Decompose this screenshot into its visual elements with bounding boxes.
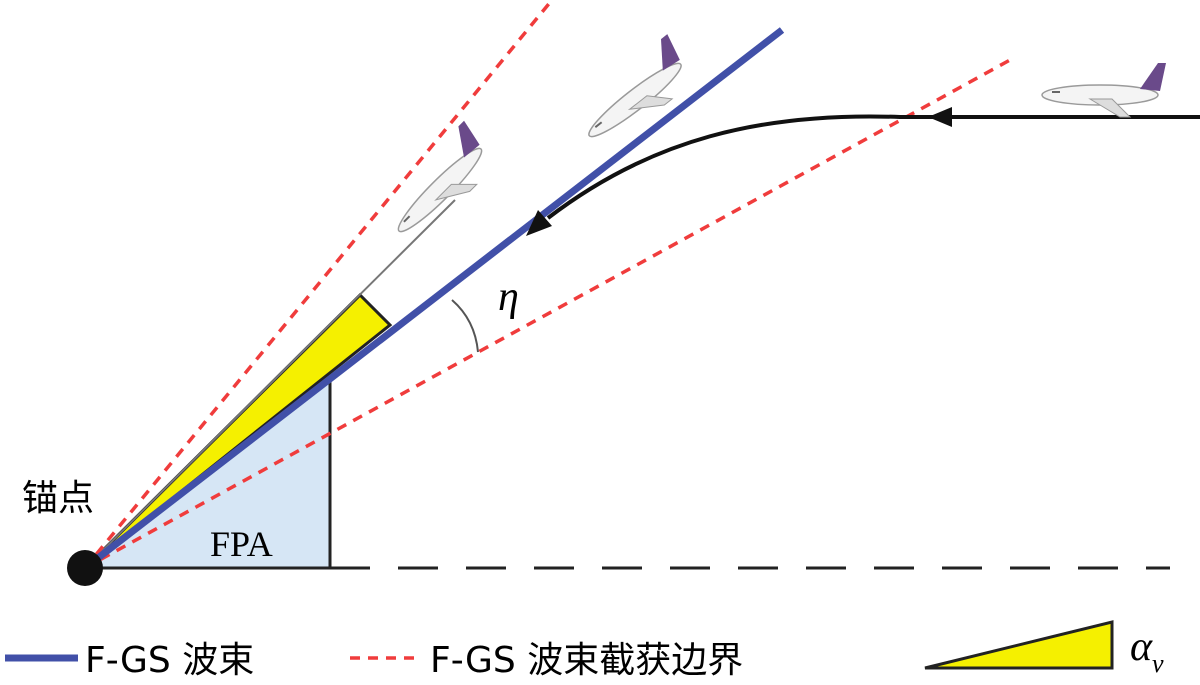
legend-label: F-GS 波束截获边界 [430,640,743,681]
anchor-point [67,550,103,586]
legend-label: αv [1130,624,1164,678]
anchor-label: 锚点 [22,478,94,519]
airplane [1041,62,1167,118]
airplane [375,119,504,248]
fgs-beam [82,27,785,571]
legend-swatch [924,620,1114,670]
aircraft-axis [84,199,456,569]
airplane [568,33,702,155]
angle-arc [451,299,479,353]
alpha-symbol: α [1130,624,1153,670]
legend-label: F-GS 波束 [85,640,254,681]
capture-boundary [83,0,554,570]
fpa-label: FPA [210,524,273,564]
trajectory [546,114,1200,220]
angle-label: η [498,274,519,320]
alpha-subscript: v [1152,649,1164,678]
capture-boundary [84,58,1011,570]
arrow [526,210,552,236]
arrow [928,107,952,127]
